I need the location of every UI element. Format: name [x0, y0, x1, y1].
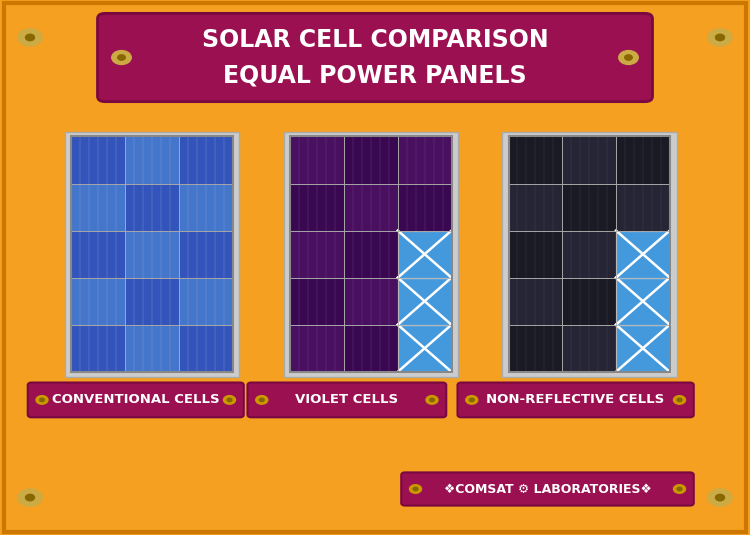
Circle shape [619, 51, 638, 65]
Bar [562, 325, 616, 372]
Bar [398, 325, 451, 372]
Bar [616, 231, 670, 278]
Text: SOLAR CELL COMPARISON
EQUAL POWER PANELS: SOLAR CELL COMPARISON EQUAL POWER PANELS [202, 28, 548, 87]
Circle shape [716, 494, 724, 501]
Circle shape [227, 398, 232, 402]
Bar [509, 136, 562, 184]
Text: CONVENTIONAL CELLS: CONVENTIONAL CELLS [52, 393, 220, 407]
Circle shape [716, 34, 724, 41]
Circle shape [224, 396, 236, 404]
Bar [616, 184, 670, 231]
Bar [178, 231, 232, 278]
Circle shape [256, 396, 268, 404]
Bar [71, 278, 125, 325]
Circle shape [470, 398, 474, 402]
Circle shape [18, 489, 42, 506]
Bar [125, 136, 178, 184]
Bar [502, 132, 676, 377]
Bar [125, 325, 178, 372]
Text: VIOLET CELLS: VIOLET CELLS [296, 393, 398, 407]
Bar [398, 184, 451, 231]
FancyBboxPatch shape [458, 383, 694, 417]
Bar [616, 136, 670, 184]
Bar [344, 278, 398, 325]
Bar [398, 136, 451, 184]
Bar [284, 132, 458, 377]
Bar [344, 325, 398, 372]
Text: NON-REFLECTIVE CELLS: NON-REFLECTIVE CELLS [487, 393, 664, 407]
Bar [178, 184, 232, 231]
Bar [125, 278, 178, 325]
Circle shape [40, 398, 44, 402]
Circle shape [410, 485, 422, 493]
Bar [562, 184, 616, 231]
Text: ❖COMSAT ⚙ LABORATORIES❖: ❖COMSAT ⚙ LABORATORIES❖ [444, 483, 651, 495]
Bar [562, 231, 616, 278]
Circle shape [18, 29, 42, 46]
Circle shape [708, 489, 732, 506]
Bar [64, 132, 239, 377]
Circle shape [26, 494, 34, 501]
Bar [509, 136, 670, 372]
Bar [398, 231, 451, 278]
Circle shape [625, 55, 632, 60]
Bar [344, 136, 398, 184]
Circle shape [260, 398, 264, 402]
Circle shape [112, 51, 131, 65]
Circle shape [466, 396, 478, 404]
Bar [71, 136, 232, 372]
Bar [509, 278, 562, 325]
Bar [71, 136, 125, 184]
Circle shape [674, 396, 686, 404]
Bar [125, 184, 178, 231]
Circle shape [426, 396, 438, 404]
Bar [290, 136, 344, 184]
Bar [71, 325, 125, 372]
Bar [290, 325, 344, 372]
Circle shape [118, 55, 125, 60]
Circle shape [677, 487, 682, 491]
Bar [509, 325, 562, 372]
Circle shape [36, 396, 48, 404]
Circle shape [26, 34, 34, 41]
FancyBboxPatch shape [248, 383, 446, 417]
Circle shape [413, 487, 418, 491]
Bar [509, 231, 562, 278]
Bar [71, 184, 125, 231]
FancyBboxPatch shape [28, 383, 244, 417]
Bar [616, 278, 670, 325]
FancyBboxPatch shape [401, 472, 694, 506]
Bar [562, 136, 616, 184]
Bar [344, 184, 398, 231]
Bar [125, 231, 178, 278]
Bar [178, 278, 232, 325]
Circle shape [674, 485, 686, 493]
Bar [178, 325, 232, 372]
Circle shape [430, 398, 434, 402]
Bar [562, 278, 616, 325]
Bar [344, 231, 398, 278]
Circle shape [677, 398, 682, 402]
Bar [178, 136, 232, 184]
Bar [290, 184, 344, 231]
Bar [509, 184, 562, 231]
FancyBboxPatch shape [4, 3, 746, 532]
Bar [71, 231, 125, 278]
Bar [290, 136, 452, 372]
Bar [398, 278, 451, 325]
Circle shape [708, 29, 732, 46]
Bar [290, 278, 344, 325]
FancyBboxPatch shape [98, 13, 652, 102]
Bar [290, 231, 344, 278]
Bar [616, 325, 670, 372]
